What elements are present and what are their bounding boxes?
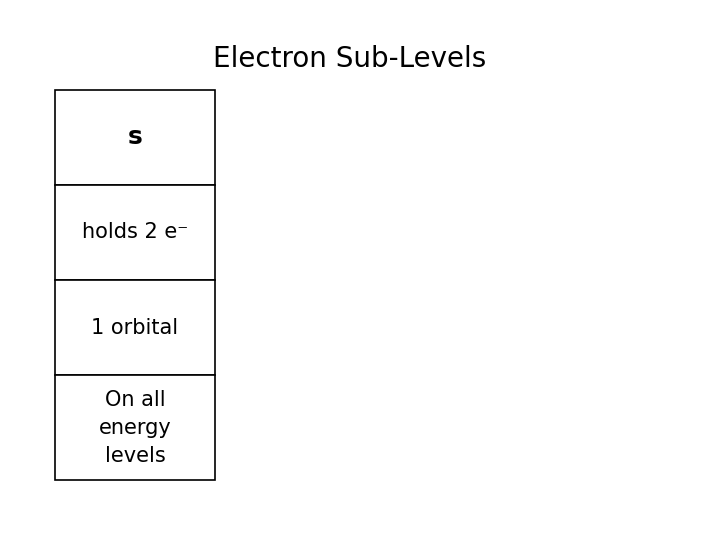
Text: s: s	[127, 125, 143, 150]
Text: holds 2 e⁻: holds 2 e⁻	[82, 222, 188, 242]
Text: On all
energy
levels: On all energy levels	[99, 389, 171, 465]
Text: Electron Sub-Levels: Electron Sub-Levels	[213, 45, 487, 73]
Bar	[55, 375, 215, 480]
Bar	[55, 90, 215, 185]
Text: 1 orbital: 1 orbital	[91, 318, 179, 338]
Bar	[55, 185, 215, 280]
Bar	[55, 280, 215, 375]
